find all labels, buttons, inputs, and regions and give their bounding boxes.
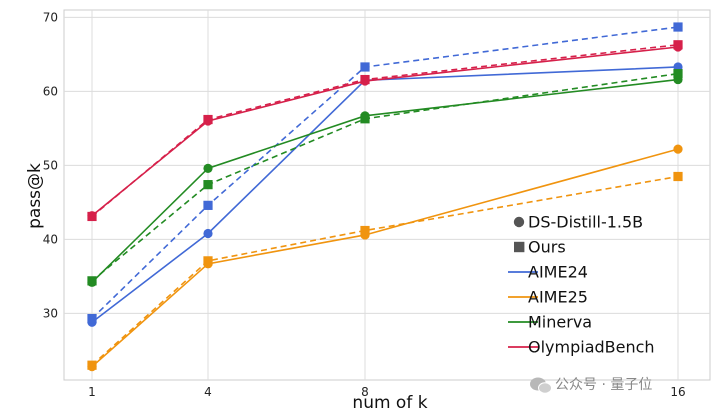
x-tick-label: 16 xyxy=(670,385,685,399)
plot-area xyxy=(63,9,711,381)
aime25-ours-point xyxy=(203,256,213,266)
aime24-ours-point xyxy=(203,200,213,210)
aime25-ours-point xyxy=(673,171,683,182)
aime24-ours-point xyxy=(87,313,97,324)
y-tick-labels: 30 40 50 60 70 xyxy=(43,10,58,320)
x-tick-label: 4 xyxy=(204,385,212,399)
aime24-ds-distill-point xyxy=(203,228,213,239)
aime24-ours-point xyxy=(360,62,370,72)
series-lines xyxy=(87,22,683,372)
y-tick-label: 50 xyxy=(43,158,58,172)
watermark-text: 公众号 · 量子位 xyxy=(555,377,652,393)
minerva-ours-point xyxy=(203,180,213,190)
minerva-ours-point xyxy=(673,69,683,79)
y-tick-label: 60 xyxy=(43,84,58,98)
y-tick-label: 30 xyxy=(43,306,58,320)
x-tick-labels: 1 4 8 16 xyxy=(88,385,685,399)
x-tick-label: 8 xyxy=(361,385,369,399)
legend-label: AIME25 xyxy=(528,288,588,307)
legend-square-marker xyxy=(514,241,525,253)
aime24-ours-point xyxy=(673,22,683,32)
y-axis-label: pass@k xyxy=(25,163,45,229)
wechat-icon xyxy=(530,377,552,394)
minerva-ds-distill-line xyxy=(91,78,679,283)
y-tick-label: 70 xyxy=(43,10,58,24)
aime25-ours-point xyxy=(87,360,97,370)
olympiadbench-ours-point xyxy=(673,40,683,50)
legend-circle-marker xyxy=(513,216,525,228)
minerva-ours-line xyxy=(91,72,679,282)
olympiadbench-ours-line xyxy=(91,43,679,218)
legend: DS-Distill-1.5B Ours AIME24 AIME25 Minerva Ol… xyxy=(508,213,655,357)
minerva-ours-point xyxy=(87,276,97,286)
grid xyxy=(64,10,710,380)
x-tick-label: 1 xyxy=(88,385,96,399)
legend-label: Ours xyxy=(528,238,566,257)
aime24-ours-line xyxy=(91,26,679,320)
legend-label: DS-Distill-1.5B xyxy=(528,213,643,232)
aime25-ds-distill-line xyxy=(91,148,679,368)
x-axis-label: num of k xyxy=(352,393,427,413)
y-tick-label: 40 xyxy=(43,232,58,246)
legend-label: AIME24 xyxy=(528,263,588,282)
olympiadbench-ours-point xyxy=(203,114,213,125)
legend-label: Minerva xyxy=(528,313,592,332)
minerva-ours-point xyxy=(360,114,370,124)
legend-label: OlympiadBench xyxy=(528,338,655,357)
aime24-ds-distill-line xyxy=(91,66,679,323)
aime25-ds-distill-point xyxy=(673,144,683,154)
minerva-ds-distill-point xyxy=(203,163,213,173)
watermark: 公众号 · 量子位 xyxy=(530,377,652,394)
olympiadbench-ours-point xyxy=(87,211,97,222)
aime25-ours-line xyxy=(91,175,679,366)
olympiadbench-ours-point xyxy=(360,74,370,85)
aime25-ours-point xyxy=(360,225,370,236)
